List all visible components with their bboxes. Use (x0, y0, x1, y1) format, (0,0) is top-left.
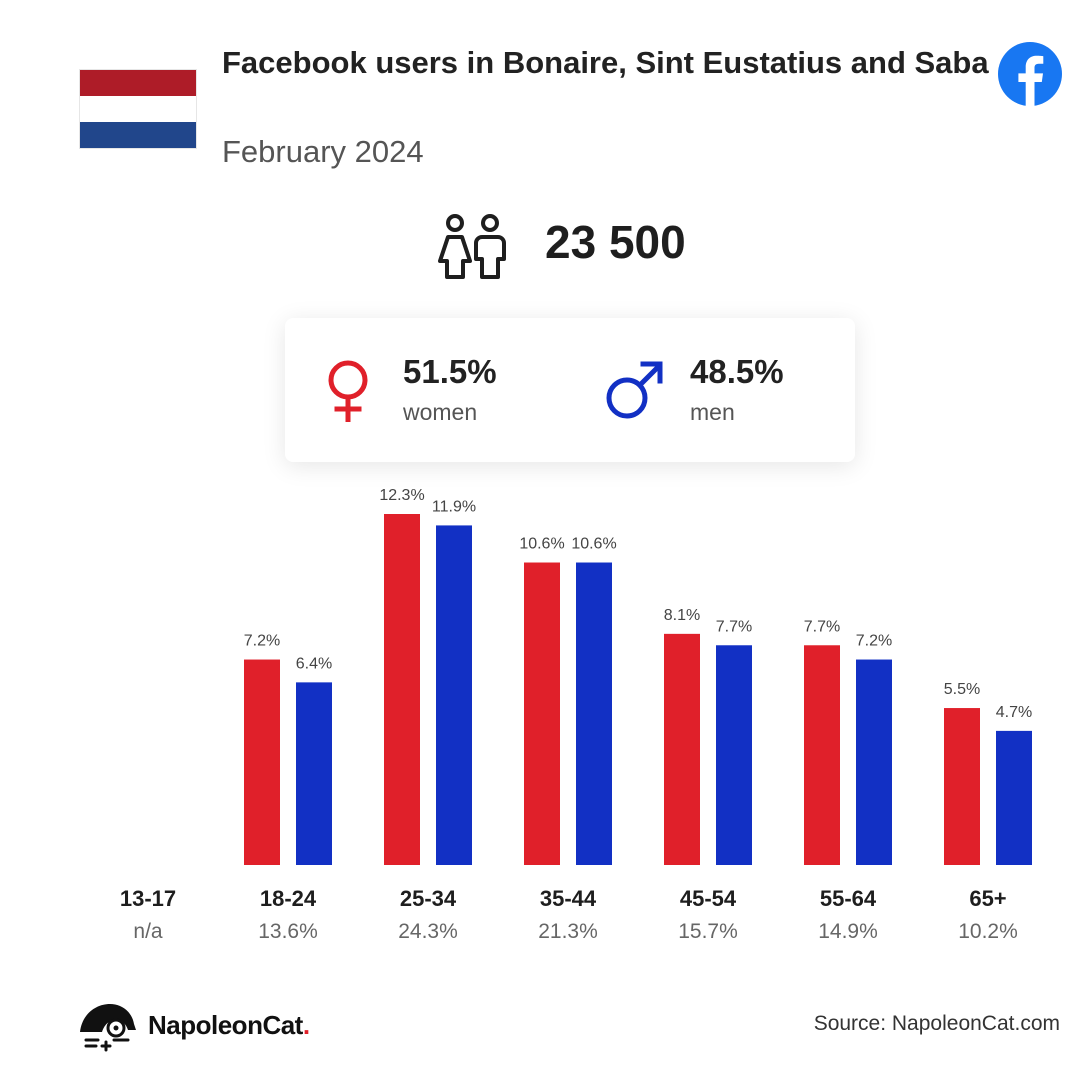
age-group-total: 21.3% (538, 920, 598, 943)
gender-split-card: 51.5% women 48.5% men (285, 318, 855, 462)
bar-18-24-series-0 (244, 659, 280, 865)
bar-45-54-series-0 (664, 633, 700, 865)
bar-value-label: 7.7% (804, 618, 840, 635)
bar-value-label: 10.6% (519, 536, 564, 553)
flag-stripe-middle (80, 96, 196, 122)
age-group-label: 65+ (969, 886, 1006, 911)
men-percent: 48.5% (690, 353, 784, 390)
bar-55-64-series-1 (856, 659, 892, 865)
brand-text: NapoleonCat (148, 1010, 303, 1040)
bar-value-label: 7.2% (856, 633, 892, 650)
facebook-icon (998, 42, 1062, 106)
men-label: men (690, 399, 735, 425)
age-group-label: 45-54 (680, 886, 737, 911)
age-group-label: 13-17 (120, 886, 176, 911)
women-percent: 51.5% (403, 353, 497, 390)
age-group-label: 18-24 (260, 886, 317, 911)
age-group-label: 25-34 (400, 886, 457, 911)
age-group-total: n/a (133, 920, 163, 943)
napoleoncat-logo-icon (80, 1004, 136, 1052)
age-group-label: 35-44 (540, 886, 597, 911)
total-users-value: 23 500 (545, 216, 686, 268)
bar-35-44-series-1 (576, 562, 612, 865)
people-icon (438, 214, 506, 279)
bar-value-label: 11.9% (432, 498, 476, 515)
bar-value-label: 12.3% (379, 487, 424, 504)
bar-45-54-series-1 (716, 645, 752, 865)
bar-65+-series-0 (944, 708, 980, 865)
bar-25-34-series-0 (384, 514, 420, 865)
flag-stripe-top (80, 70, 196, 96)
brand-dot: . (302, 1010, 310, 1040)
age-group-total: 15.7% (678, 920, 738, 943)
page-subtitle: February 2024 (222, 134, 424, 169)
bar-value-label: 6.4% (296, 655, 332, 672)
source-credit: Source: NapoleonCat.com (813, 1012, 1060, 1035)
bar-value-label: 10.6% (571, 536, 616, 553)
bar-55-64-series-0 (804, 645, 840, 865)
bar-value-label: 8.1% (664, 607, 700, 624)
age-group-total: 24.3% (398, 920, 458, 943)
female-symbol-icon (328, 360, 368, 422)
page-title: Facebook users in Bonaire, Sint Eustatiu… (222, 45, 989, 80)
bar-value-label: 5.5% (944, 681, 980, 698)
flag-stripe-bottom (80, 122, 196, 148)
country-flag (80, 70, 196, 148)
age-gender-bar-chart: 13-17 n/a 7.2% 6.4% 18-24 13.6% 12.3% 11.9% 25-3… (120, 487, 1032, 943)
bar-35-44-series-0 (524, 562, 560, 865)
bar-value-label: 7.2% (244, 633, 280, 650)
age-group-label: 55-64 (820, 886, 877, 911)
bar-value-label: 4.7% (996, 704, 1032, 721)
bar-65+-series-1 (996, 730, 1032, 865)
bar-25-34-series-1 (436, 525, 472, 865)
women-label: women (403, 399, 478, 425)
age-group-total: 10.2% (958, 920, 1018, 943)
age-group-total: 13.6% (258, 920, 318, 943)
bar-value-label: 7.7% (716, 618, 752, 635)
age-group-total: 14.9% (818, 920, 878, 943)
male-symbol-icon (606, 361, 663, 419)
bar-18-24-series-1 (296, 682, 332, 865)
brand-name: NapoleonCat. (148, 1010, 310, 1041)
